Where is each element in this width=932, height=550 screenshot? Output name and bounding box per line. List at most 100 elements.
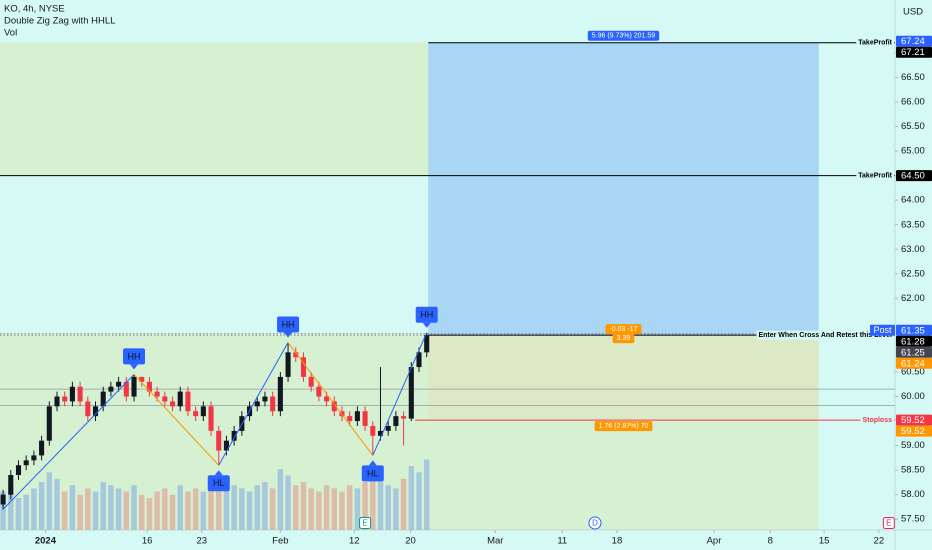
position-label-bg xyxy=(594,421,653,432)
volume-bar xyxy=(192,488,199,530)
event-marker xyxy=(882,517,895,529)
volume-bar xyxy=(154,491,160,530)
candle-body xyxy=(131,376,137,397)
price-badge xyxy=(896,35,932,47)
price-badge-label: 61.24 xyxy=(901,358,925,369)
volume-bar xyxy=(146,498,153,530)
volume-bar xyxy=(231,485,237,530)
volume-bar xyxy=(131,485,137,530)
volume-bar xyxy=(92,491,99,530)
position-label-bg xyxy=(612,333,635,344)
volume-bar xyxy=(77,494,83,530)
candle-body xyxy=(69,386,75,402)
volume-bar xyxy=(139,494,145,530)
x-tick-label: 15 xyxy=(819,536,830,547)
zigzag-leg xyxy=(287,342,374,456)
candle-body xyxy=(324,396,330,402)
candle-body xyxy=(401,416,407,419)
candle-body xyxy=(347,416,353,422)
x-tick-label: 23 xyxy=(197,536,208,547)
position-label: 1.76 (2.87%) 70 xyxy=(599,423,649,430)
candle-body xyxy=(177,391,183,407)
volume-bar xyxy=(0,491,6,530)
pivot-label-bg xyxy=(415,306,438,323)
candle-body xyxy=(139,376,145,382)
y-tick-label: 65.50 xyxy=(901,121,925,132)
candle-body xyxy=(92,406,99,417)
candle-body xyxy=(393,416,399,426)
level-label-bg xyxy=(860,415,894,425)
position-label: 5.96 (9.73%) 201.59 xyxy=(592,33,656,40)
y-tick-label: 63.50 xyxy=(901,219,925,230)
volume-bar xyxy=(300,482,307,530)
volume-bar xyxy=(262,482,268,530)
pivot-label: HH xyxy=(282,319,295,329)
pivot-label-pointer xyxy=(368,460,377,466)
volume-bar xyxy=(269,488,276,530)
price-badge-label: 59.52 xyxy=(901,426,925,437)
candle-body xyxy=(200,406,206,417)
candle-body xyxy=(254,401,260,407)
currency[interactable]: USD xyxy=(903,7,923,18)
candle-body xyxy=(0,494,6,505)
pivot-label-pointer xyxy=(130,364,139,370)
volume-bar xyxy=(85,488,91,530)
volume-bar xyxy=(23,494,29,530)
volume-bar xyxy=(162,488,168,530)
pivot-label: HH xyxy=(128,351,141,361)
level-label-bg xyxy=(856,38,894,48)
y-tick-label: 65.00 xyxy=(901,146,925,157)
x-tick-label: 2024 xyxy=(35,536,57,547)
volume-bar xyxy=(362,482,368,530)
zigzag-leg xyxy=(218,342,289,466)
y-tick-label: 63.00 xyxy=(901,244,925,255)
volume-bar xyxy=(316,491,322,530)
volume-bar xyxy=(293,485,299,530)
event-label: E xyxy=(886,519,891,528)
y-tick-label: 59.00 xyxy=(901,440,925,451)
volume-bar xyxy=(177,485,183,530)
volume-bar xyxy=(169,494,176,530)
indicator-name: Double Zig Zag with HHLL xyxy=(4,16,115,27)
volume-bar xyxy=(370,475,376,530)
price-badge-label: 67.21 xyxy=(901,47,925,58)
y-tick-label: 58.50 xyxy=(901,465,925,476)
volume-bar xyxy=(208,482,214,530)
candle-body xyxy=(293,352,299,358)
x-tick-label: 16 xyxy=(142,536,153,547)
volume-bar xyxy=(223,478,230,530)
candle-body xyxy=(185,391,191,412)
candle-body xyxy=(424,335,430,353)
event-marker xyxy=(359,517,372,529)
position-label-bg xyxy=(605,324,642,335)
candle-body xyxy=(100,391,106,407)
candle-body xyxy=(146,381,152,392)
volume-bar xyxy=(54,478,60,530)
indicator-name: Vol xyxy=(4,28,17,39)
volume-bar xyxy=(115,488,122,530)
candle-body xyxy=(169,401,176,407)
volume-bar xyxy=(15,498,22,530)
level-label: TakeProfit xyxy=(858,173,892,180)
candle-body xyxy=(85,401,91,417)
candle-body xyxy=(385,425,391,431)
volume-bar xyxy=(277,469,284,530)
candle-body xyxy=(270,396,276,412)
candle-body xyxy=(39,440,45,456)
x-tick-label: 8 xyxy=(768,536,773,547)
volume-bar xyxy=(254,485,260,530)
candle-body xyxy=(223,440,229,451)
y-tick-label: 57.50 xyxy=(901,514,925,525)
candle-body xyxy=(54,396,60,407)
volume-bar xyxy=(185,491,191,530)
volume-bar xyxy=(354,488,361,530)
candle-body xyxy=(300,357,307,377)
volume-bar xyxy=(69,485,76,530)
price-badge-tag xyxy=(870,324,895,336)
zigzag-leg xyxy=(2,374,135,510)
volume-bar xyxy=(416,472,422,530)
volume-bar xyxy=(385,485,391,530)
price-badge-label: 61.35 xyxy=(901,325,925,336)
candle-body xyxy=(208,406,214,431)
